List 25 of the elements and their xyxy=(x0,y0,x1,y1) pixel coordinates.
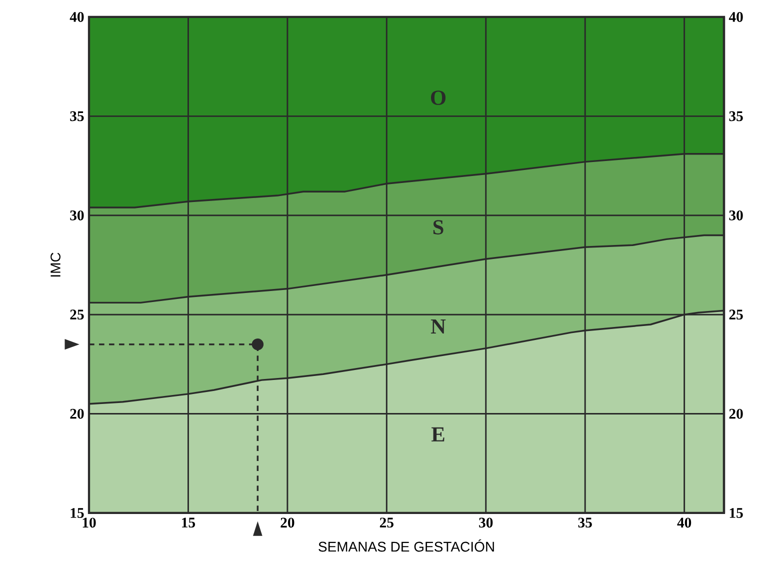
x-tick-label: 25 xyxy=(380,518,394,528)
y-axis-title: IMC xyxy=(50,252,60,277)
y2-tick-label: 25 xyxy=(729,310,743,320)
y2-tick-label: 40 xyxy=(728,12,743,22)
y-tick-label: 15 xyxy=(70,508,84,518)
y-tick-label: 20 xyxy=(70,408,84,419)
y-tick-label: 25 xyxy=(70,310,84,320)
x-tick-label: 35 xyxy=(578,518,592,528)
x-tick-label: 20 xyxy=(280,518,294,528)
y2-tick-label: 15 xyxy=(730,508,743,518)
x-tick-label: 10 xyxy=(82,518,96,528)
y-tick-label: 30 xyxy=(70,210,84,220)
x-tick-label: 30 xyxy=(479,518,493,528)
x-axis-title: SEMANAS DE GESTACIÓN xyxy=(318,539,494,552)
y2-tick-label: 30 xyxy=(729,210,743,220)
y2-tick-label: 20 xyxy=(729,408,743,419)
y-tick-label: 40 xyxy=(70,12,84,22)
series-label: S xyxy=(433,220,444,234)
band-label: O xyxy=(431,90,446,105)
series-label: N xyxy=(430,320,446,334)
y-tick-label: 35 xyxy=(70,111,84,122)
y2-tick-label: 35 xyxy=(729,111,743,122)
x-tick-label: 40 xyxy=(677,518,692,528)
series-label: E xyxy=(431,427,444,442)
x-tick-label: 15 xyxy=(182,518,196,528)
